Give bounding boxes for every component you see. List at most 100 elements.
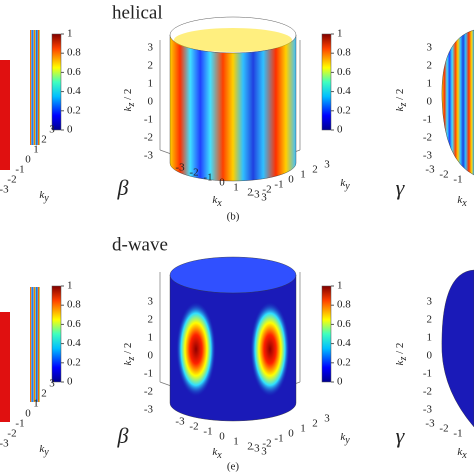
kz-tick-label: -3: [423, 404, 433, 416]
ky-tick-label: 2: [41, 388, 47, 400]
colorbar-tick-label: 0.4: [67, 85, 81, 97]
label-sub: z: [126, 357, 137, 362]
kx-tick-label: -2: [189, 421, 198, 433]
colorbar-tick-label: 0.2: [67, 104, 81, 116]
label-suffix: / 2: [122, 343, 134, 357]
cylinder-body: [169, 34, 297, 182]
colorbar-tick-label: 1: [67, 28, 73, 40]
kx-tick-label: 3: [261, 192, 267, 204]
kx-tick-label: 2: [247, 441, 253, 453]
kz-tick-label: -3: [144, 404, 154, 416]
kx-tick-label: -3: [175, 416, 185, 428]
ky-tick-label: 0: [288, 428, 294, 440]
ky-tick-label: 3: [324, 413, 330, 425]
ky-tick-label: -2: [7, 174, 16, 186]
colorbar-tick-label: 0: [337, 376, 343, 388]
label-sub: y: [43, 193, 49, 204]
colorbar-tick-label: 0.6: [67, 66, 81, 78]
axis-label: ky: [340, 177, 350, 193]
axis-label: kz / 2: [394, 343, 410, 366]
colorbar-tick-label: 0.8: [337, 47, 351, 59]
ky-tick-label: -2: [7, 428, 16, 440]
kz-tick-label: 0: [148, 350, 154, 362]
label-sub: y: [344, 181, 350, 192]
partial-surface: [30, 287, 40, 402]
colorbar-tick-label: 0.8: [67, 299, 81, 311]
kz-tick-label: 0: [148, 96, 154, 108]
kz-tick-label: -2: [144, 386, 153, 398]
ky-tick-label: 1: [33, 398, 39, 410]
axis-label: ky: [39, 443, 49, 459]
kz-tick-label: 1: [148, 332, 154, 344]
ky-tick-label: -2: [262, 438, 271, 450]
colorbar-tick-label: 0.4: [337, 337, 351, 349]
label-base: k: [457, 446, 463, 458]
kz-tick-label: 1: [427, 78, 433, 90]
ky-tick-label: 3: [49, 378, 55, 390]
axis-label: ky: [39, 189, 49, 205]
ky-tick-label: 3: [49, 124, 55, 136]
label-sub: z: [398, 103, 409, 108]
colorbar: [51, 33, 62, 131]
colorbar-tick-label: 1: [337, 28, 343, 40]
kz-tick-label: -2: [423, 132, 432, 144]
partial-surface: [0, 60, 10, 170]
partial-cylinder: [441, 29, 474, 176]
colorbar-tick-label: 0.2: [337, 356, 351, 368]
label-left: β: [117, 423, 129, 448]
cylinder-top-band: [174, 28, 292, 52]
cylinder: [169, 256, 297, 422]
label-base: k: [39, 189, 45, 201]
caption: (e): [227, 461, 240, 473]
label-sub: x: [461, 450, 467, 461]
kx-tick-label: -3: [425, 164, 435, 176]
kx-tick-label: -3: [425, 418, 435, 430]
panel-title: helical: [112, 2, 163, 23]
kz-tick-label: 3: [427, 296, 433, 308]
label-right: γ: [396, 423, 406, 448]
partial-surface: [0, 312, 10, 422]
label-base: k: [122, 105, 134, 111]
kx-tick-label: -1: [453, 428, 462, 440]
axis-label: kz / 2: [122, 343, 138, 366]
cylinder: [169, 16, 297, 182]
kx-tick-label: 1: [233, 436, 239, 448]
ky-tick-label: -3: [250, 443, 260, 455]
label-sub: y: [344, 435, 350, 446]
label-suffix: / 2: [394, 343, 406, 357]
colorbar-tick-label: 1: [67, 280, 73, 292]
ky-tick-label: 0: [25, 408, 31, 420]
label-sub: x: [216, 198, 222, 209]
ky-tick-label: -3: [0, 438, 9, 450]
label-base: k: [394, 105, 406, 111]
ky-tick-label: -1: [274, 179, 283, 191]
kz-tick-label: 2: [148, 314, 154, 326]
label-sub: x: [461, 198, 467, 209]
ky-tick-label: 1: [300, 169, 306, 181]
axis-label: kx: [457, 446, 467, 462]
kx-tick-label: -3: [175, 162, 185, 174]
ky-tick-label: -1: [274, 433, 283, 445]
label-base: k: [340, 431, 346, 443]
colorbar-tick-label: 0.2: [67, 356, 81, 368]
colorbar-tick-label: 0: [337, 124, 343, 136]
cylinder-top: [169, 256, 297, 294]
ky-tick-label: -2: [262, 184, 271, 196]
colorbar-tick-label: 0.6: [337, 66, 351, 78]
colorbar-tick-label: 0.4: [67, 337, 81, 349]
kx-tick-label: 0: [219, 177, 225, 189]
colorbar-tick-label: 0.6: [337, 318, 351, 330]
kz-tick-label: 0: [427, 350, 433, 362]
colorbar: [321, 285, 332, 383]
kx-tick-label: 1: [233, 182, 239, 194]
panel-title: d-wave: [112, 234, 168, 255]
label-sub: z: [126, 103, 137, 108]
kz-tick-label: 3: [148, 42, 154, 54]
kz-tick-label: 2: [148, 60, 154, 72]
label-sub: z: [398, 357, 409, 362]
kx-tick-label: 2: [247, 187, 253, 199]
colorbar-tick-label: 0.6: [67, 318, 81, 330]
kz-tick-label: 2: [427, 60, 433, 72]
kz-tick-label: -1: [423, 368, 432, 380]
